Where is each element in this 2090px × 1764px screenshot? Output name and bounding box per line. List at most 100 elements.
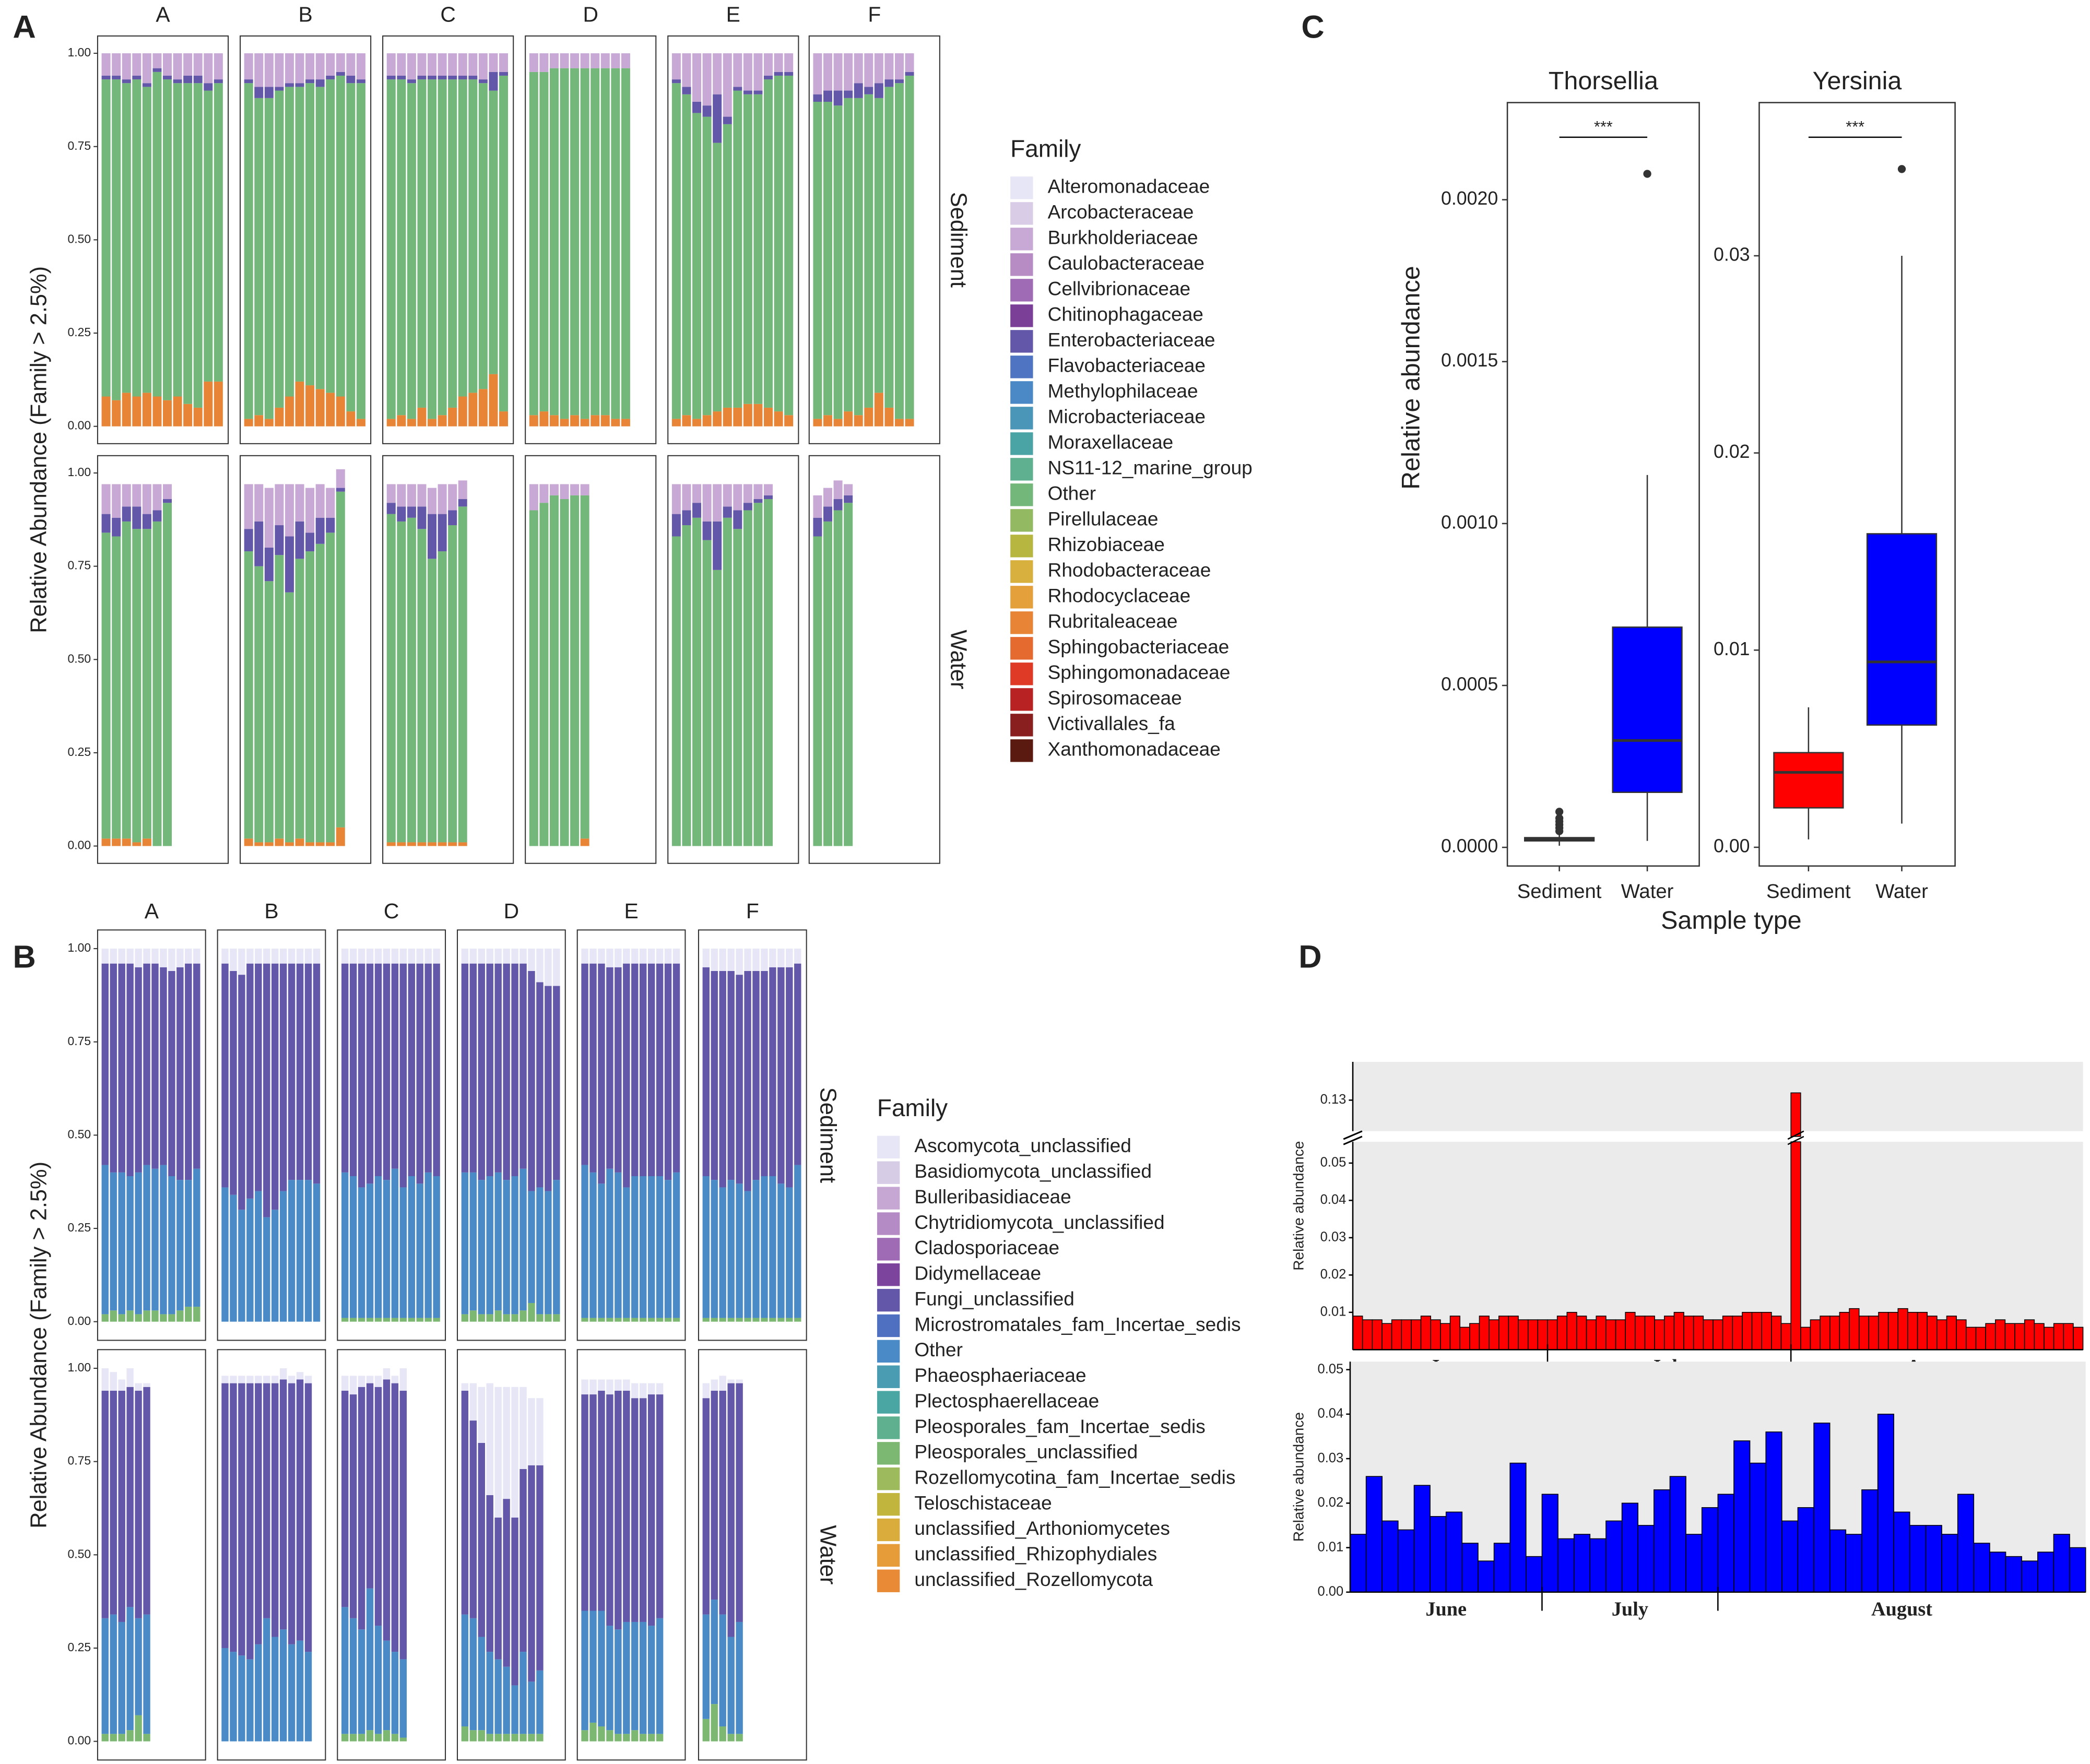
bar-segment: [416, 949, 423, 964]
bar-segment: [769, 1176, 776, 1318]
bar-segment: [528, 1734, 535, 1742]
legend-swatch: [1010, 202, 1033, 225]
y-axis-label: Relative abundance: [1290, 1412, 1306, 1542]
bar-segment: [621, 419, 630, 427]
legend-label: Basidiomycota_unclassified: [914, 1161, 1152, 1182]
bar: [1420, 1316, 1431, 1351]
facet-column-label: D: [583, 2, 598, 26]
bar-segment: [494, 1517, 502, 1660]
bar: [1820, 1316, 1831, 1351]
y-tick-label: 0.03: [1320, 1230, 1347, 1245]
legend-label: Caulobacteraceae: [1048, 253, 1205, 274]
bar-segment: [864, 53, 873, 87]
bar-segment: [271, 1383, 279, 1637]
bar-segment: [784, 53, 794, 72]
bar-segment: [399, 1390, 407, 1660]
bar-segment: [905, 419, 914, 427]
legend-label: Moraxellaceae: [1048, 432, 1174, 453]
legend-swatch: [877, 1135, 900, 1159]
bar-segment: [581, 1730, 588, 1742]
bar: [1508, 1316, 1519, 1351]
facet-frame: [1758, 102, 1956, 867]
legend-title: Family: [1010, 135, 1081, 162]
bar: [1839, 1312, 1850, 1351]
bar-segment: [743, 90, 752, 94]
bar-segment: [118, 949, 125, 964]
bar-segment: [295, 381, 304, 427]
bar-segment: [615, 1318, 622, 1322]
bar-segment: [366, 1730, 374, 1742]
bar-segment: [494, 1172, 502, 1311]
bar: [1459, 1327, 1470, 1351]
bar: [1985, 1323, 1996, 1351]
bar: [1350, 1534, 1367, 1593]
bar-segment: [519, 1734, 527, 1742]
bar-segment: [719, 1318, 726, 1322]
bar-segment: [101, 396, 111, 427]
bar-segment: [743, 404, 752, 427]
bar-segment: [833, 480, 843, 500]
bar: [1469, 1323, 1480, 1351]
bar-segment: [438, 415, 447, 427]
bar-segment: [774, 411, 783, 427]
legend-label: unclassified_Rozellomycota: [914, 1569, 1153, 1590]
bar-segment: [723, 407, 732, 427]
bar-segment: [315, 842, 325, 846]
bar-segment: [391, 1383, 399, 1652]
legend-swatch: [1010, 611, 1033, 634]
bar: [1780, 1323, 1791, 1351]
bar-segment: [143, 1165, 150, 1311]
bar-segment: [246, 963, 254, 1199]
bar-segment: [864, 94, 873, 408]
bar-segment: [417, 407, 427, 427]
bar-segment: [833, 419, 843, 427]
legend-swatch: [877, 1518, 900, 1542]
bar-segment: [160, 949, 167, 967]
bar-segment: [417, 506, 427, 529]
y-tick-label: 0.75: [67, 139, 91, 152]
bar-segment: [631, 1621, 639, 1731]
bar-segment: [702, 967, 710, 1177]
bar-segment: [623, 1379, 630, 1391]
bar: [1781, 1520, 1799, 1593]
bar-segment: [263, 949, 270, 964]
bar-segment: [305, 551, 315, 843]
bar: [1596, 1316, 1607, 1351]
y-tick-label: 0.75: [67, 1034, 91, 1048]
bar-segment: [647, 963, 655, 1177]
bar-segment: [366, 963, 374, 1184]
bar-segment: [753, 90, 763, 94]
bar-segment: [764, 79, 773, 408]
bar-segment: [519, 1469, 527, 1652]
bar-segment: [122, 53, 131, 80]
bar-segment: [448, 842, 457, 846]
legend-swatch: [877, 1314, 900, 1337]
legend-label: Rozellomycotina_fam_Incertae_sedis: [914, 1467, 1235, 1488]
legend-label: Pleosporales_fam_Incertae_sedis: [914, 1416, 1205, 1437]
bar-segment: [647, 949, 655, 964]
bar: [1749, 1462, 1766, 1593]
bar-segment: [397, 842, 406, 846]
bar-segment: [752, 1180, 760, 1318]
bar-segment: [664, 1318, 672, 1322]
bar-segment: [736, 1621, 743, 1734]
y-tick-label: 0.01: [1320, 1305, 1347, 1319]
x-tick-label: Sediment: [1766, 880, 1851, 903]
legend-swatch: [1010, 176, 1033, 199]
bar: [1797, 1507, 1814, 1593]
bar-segment: [503, 963, 510, 1180]
bar-segment: [711, 1600, 718, 1704]
bar-segment: [101, 1734, 109, 1742]
bar-segment: [230, 1652, 237, 1742]
bar-segment: [733, 53, 742, 87]
bar-segment: [884, 53, 894, 80]
bar-segment: [711, 949, 718, 971]
bar-segment: [366, 1318, 374, 1322]
bar-segment: [254, 484, 264, 522]
bar-segment: [254, 566, 264, 843]
bar-segment: [383, 1368, 391, 1380]
bar-segment: [356, 83, 365, 419]
bar-segment: [296, 963, 304, 1180]
bar-segment: [336, 488, 345, 492]
